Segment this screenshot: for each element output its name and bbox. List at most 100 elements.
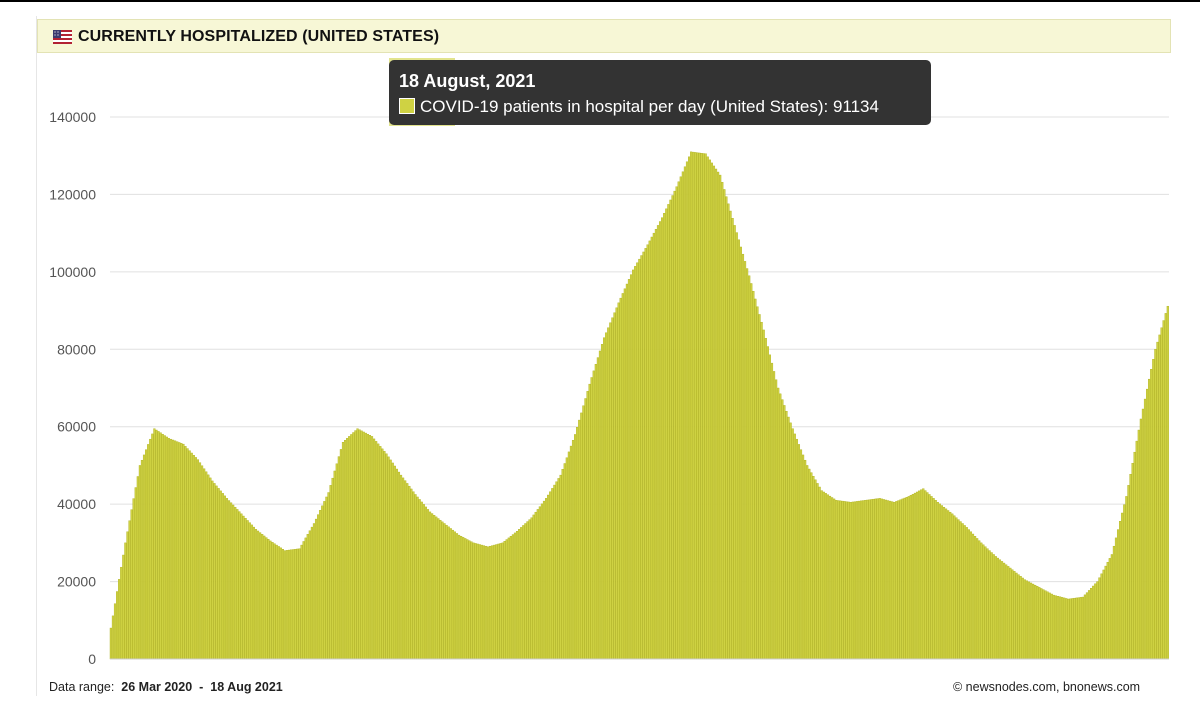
bar (808, 468, 811, 660)
bar (882, 499, 885, 660)
bar (1160, 327, 1163, 660)
bar (178, 442, 181, 660)
bar (671, 195, 674, 660)
bar (134, 487, 137, 660)
bar (439, 519, 442, 660)
y-tick-label: 60000 (57, 419, 96, 435)
bar (232, 504, 235, 660)
bar (358, 429, 361, 660)
bar (408, 485, 411, 660)
bar (940, 505, 944, 660)
bar (760, 321, 763, 660)
bar (804, 459, 807, 660)
bar (329, 485, 332, 660)
bar (717, 171, 720, 660)
bar (791, 428, 794, 660)
bar (298, 548, 301, 660)
bar (762, 329, 765, 660)
bar (165, 436, 168, 660)
bar (696, 152, 699, 660)
bar (565, 457, 568, 660)
bar (350, 434, 353, 660)
bar (184, 446, 187, 660)
bar (341, 442, 345, 660)
bar (385, 453, 388, 660)
y-tick-label: 40000 (57, 496, 96, 512)
bar (634, 266, 637, 660)
bar (918, 490, 921, 660)
bar (136, 476, 139, 660)
bar (667, 204, 670, 660)
bar (219, 490, 222, 660)
bar (588, 383, 591, 660)
bar (147, 444, 150, 660)
bar (1129, 474, 1132, 660)
bar (375, 441, 378, 660)
bar (312, 523, 316, 660)
bar (294, 549, 297, 660)
bar (271, 542, 274, 660)
bar (839, 500, 842, 660)
bar (710, 162, 713, 660)
bar (746, 268, 749, 660)
bar (897, 500, 900, 660)
bar (1127, 485, 1130, 660)
bar (244, 518, 247, 660)
bar (1131, 463, 1134, 660)
bar (833, 498, 836, 660)
bar (976, 538, 979, 660)
bar (973, 536, 977, 660)
bar (1071, 598, 1074, 660)
bar (895, 501, 898, 660)
bar (926, 492, 929, 660)
tooltip-body: COVID-19 patients in hospital per day (U… (420, 97, 879, 116)
bar (928, 494, 931, 660)
bar (816, 483, 819, 660)
bar (196, 459, 200, 660)
bar (580, 412, 583, 660)
bar (913, 492, 917, 660)
bar (186, 448, 189, 660)
bar (252, 526, 255, 660)
bar (464, 538, 467, 660)
bar (998, 559, 1002, 660)
bar (555, 481, 558, 660)
bar (783, 405, 786, 660)
bar (654, 229, 658, 660)
bar (953, 515, 956, 660)
bar (265, 537, 268, 660)
bar (229, 502, 233, 660)
bar (383, 451, 386, 660)
bar (619, 297, 622, 660)
chart-tooltip: 18 August, 2021 COVID-19 patients in hos… (389, 60, 931, 125)
bar (1114, 537, 1118, 660)
bar (721, 182, 724, 660)
bar (128, 520, 131, 660)
bar (677, 181, 680, 660)
bar (124, 542, 127, 660)
bar (188, 450, 191, 660)
bar (478, 544, 481, 660)
bar (665, 208, 668, 660)
bar (584, 398, 587, 660)
bar (132, 498, 135, 660)
bar (781, 399, 784, 660)
bar (223, 495, 226, 660)
bar (1094, 583, 1097, 660)
bar (1042, 589, 1045, 660)
bar (1069, 598, 1072, 660)
bar (1123, 504, 1126, 660)
bar (772, 371, 776, 660)
bar (590, 377, 593, 660)
bar (986, 548, 989, 660)
bar (795, 438, 798, 660)
bar (399, 474, 403, 660)
bar (679, 176, 682, 660)
bar (735, 232, 738, 660)
bar (938, 503, 941, 660)
bar (198, 462, 202, 660)
bar (256, 530, 260, 660)
bar (812, 476, 815, 660)
bar (669, 199, 672, 660)
